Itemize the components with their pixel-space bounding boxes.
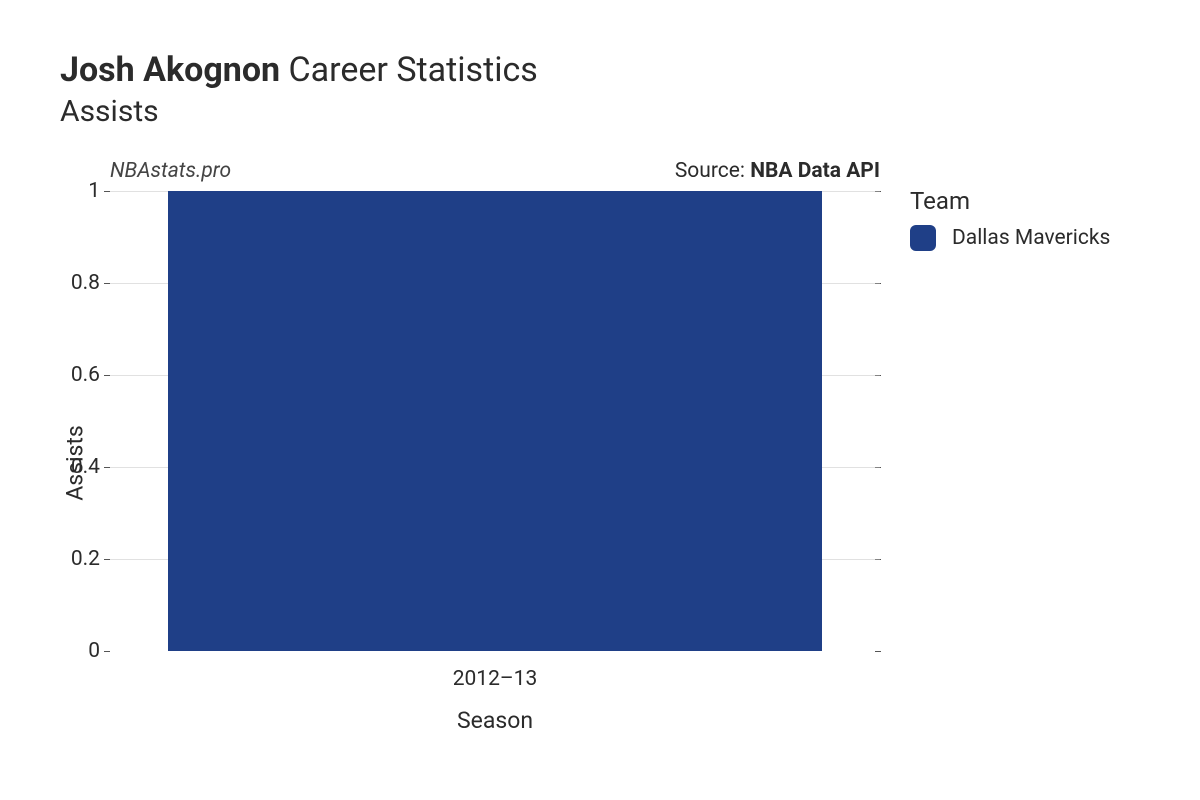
legend-item: Dallas Mavericks	[910, 225, 1110, 251]
legend-items: Dallas Mavericks	[910, 225, 1110, 251]
subtitle: Assists	[60, 94, 1160, 129]
watermark: NBAstats.pro	[110, 159, 231, 183]
plot-area: 00.20.40.60.812012–13	[110, 191, 880, 651]
meta-row: NBAstats.pro Source: NBA Data API	[110, 159, 880, 183]
y-tick-label: 1	[88, 179, 110, 203]
right-tick-strip	[875, 191, 881, 651]
title-block: Josh Akognon Career Statistics Assists	[60, 50, 1160, 129]
y-tick-label: 0.6	[71, 363, 110, 387]
y-tick-label: 0.4	[71, 455, 110, 479]
chart-wrap: Assists 00.20.40.60.812012–13 Season Tea…	[60, 191, 1160, 734]
legend-label: Dallas Mavericks	[952, 226, 1110, 250]
plot-column: Assists 00.20.40.60.812012–13 Season	[60, 191, 880, 734]
x-axis-label: Season	[110, 707, 880, 734]
y-tick-label: 0.8	[71, 271, 110, 295]
source-label: Source:	[675, 159, 750, 183]
legend-title: Team	[910, 187, 1110, 215]
player-name: Josh Akognon	[60, 50, 280, 90]
chart-container: Josh Akognon Career Statistics Assists N…	[0, 0, 1200, 800]
legend-swatch	[910, 225, 936, 251]
x-tick-label: 2012–13	[453, 667, 538, 691]
y-tick-label: 0	[88, 639, 110, 663]
legend: Team Dallas Mavericks	[910, 187, 1110, 251]
source-name: NBA Data API	[750, 159, 880, 183]
y-tick-label: 0.2	[71, 547, 110, 571]
source-attribution: Source: NBA Data API	[675, 159, 880, 183]
title-line-1: Josh Akognon Career Statistics	[60, 50, 1160, 90]
title-suffix: Career Statistics	[289, 50, 538, 90]
bar	[168, 191, 823, 651]
y-tick-mark-right	[875, 651, 881, 652]
